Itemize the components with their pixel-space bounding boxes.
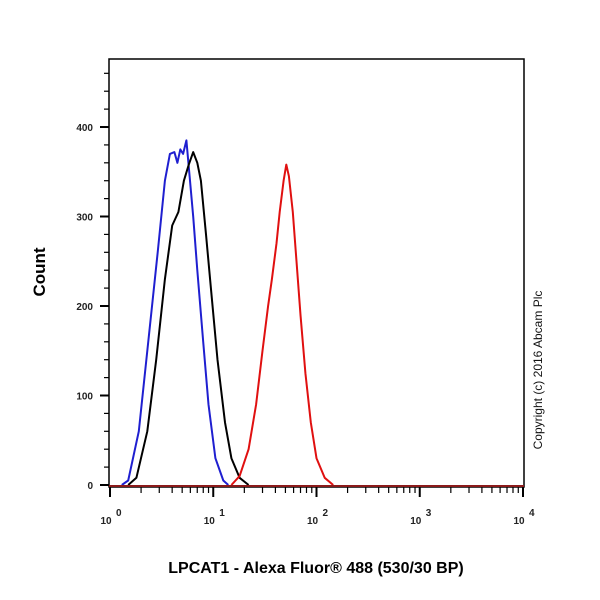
x-tick-label: 10 <box>513 516 525 527</box>
y-tick-label: 400 <box>76 123 93 134</box>
x-tick-label: 10 <box>307 516 319 527</box>
x-tick-exponent: 3 <box>426 508 432 519</box>
y-tick-label: 100 <box>76 392 93 403</box>
x-tick-exponent: 1 <box>219 508 225 519</box>
y-tick-label: 0 <box>87 481 93 492</box>
histogram-series <box>121 139 334 486</box>
x-tick-label: 10 <box>410 516 422 527</box>
y-axis-ticks: 0 100 200 300 400 <box>76 72 109 492</box>
y-tick-label: 200 <box>76 302 93 313</box>
x-tick-exponent: 4 <box>529 508 535 519</box>
copyright-notice: Copyright (c) 2016 Abcam Plc <box>531 291 545 450</box>
blue-histogram-line <box>121 139 229 486</box>
y-tick-label: 300 <box>76 213 93 224</box>
x-tick-label: 10 <box>100 516 112 527</box>
y-axis-title: Count <box>30 247 49 296</box>
black-histogram-line <box>127 151 250 486</box>
x-axis-title: LPCAT1 - Alexa Fluor® 488 (530/30 BP) <box>168 560 463 577</box>
x-tick-label: 10 <box>204 516 216 527</box>
plot-frame <box>108 58 525 488</box>
x-tick-exponent: 2 <box>323 508 329 519</box>
red-histogram-line <box>230 163 334 486</box>
x-tick-exponent: 0 <box>116 508 122 519</box>
